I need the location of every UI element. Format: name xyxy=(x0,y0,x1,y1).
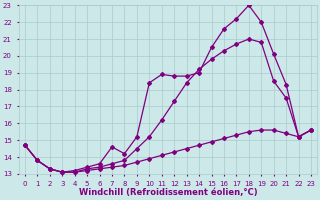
X-axis label: Windchill (Refroidissement éolien,°C): Windchill (Refroidissement éolien,°C) xyxy=(79,188,257,197)
